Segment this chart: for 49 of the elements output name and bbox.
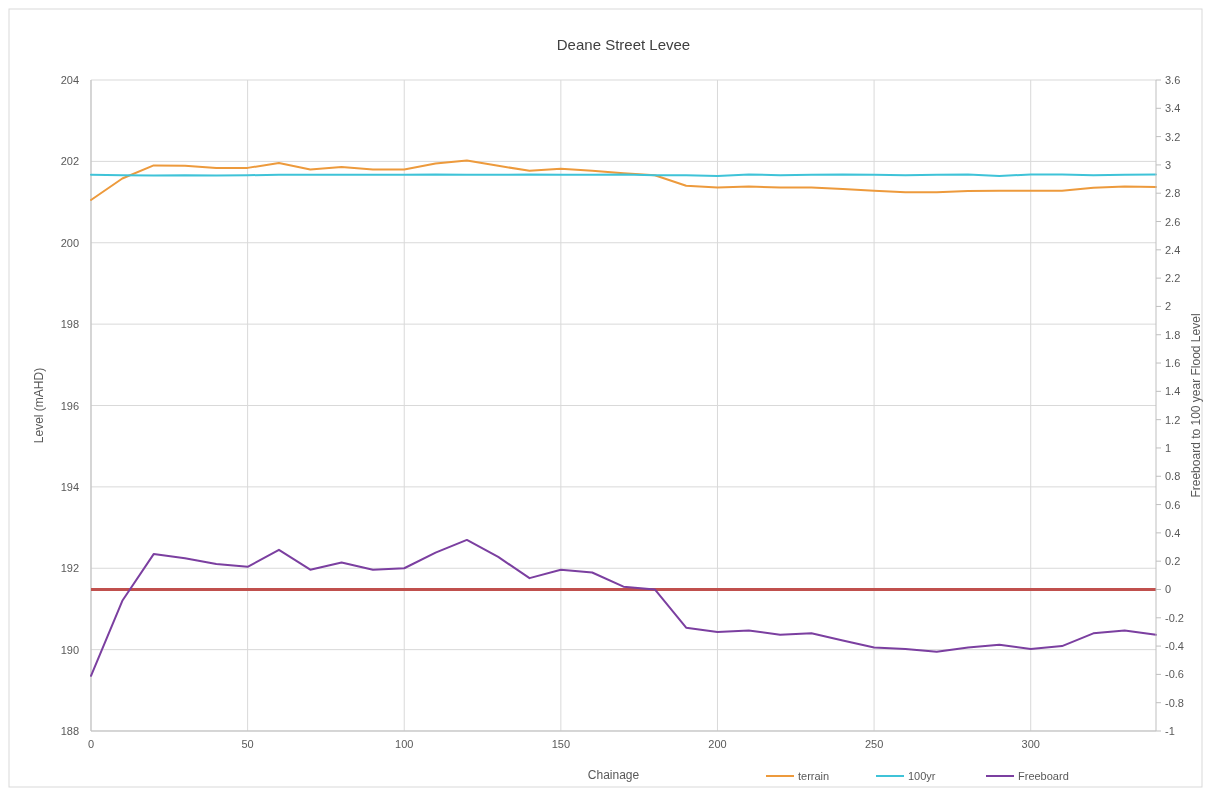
y2-tick-label: 2.2 bbox=[1165, 272, 1181, 285]
y2-tick-label: 0.6 bbox=[1165, 498, 1181, 511]
x-tick-label: 50 bbox=[241, 738, 254, 750]
legend-label: Freeboard bbox=[1018, 770, 1069, 782]
y-tick-label: 200 bbox=[60, 236, 79, 249]
y-tick-label: 202 bbox=[60, 155, 79, 168]
y2-tick-label: 0 bbox=[1165, 583, 1172, 596]
x-tick-label: 150 bbox=[551, 738, 571, 750]
x-tick-label: 300 bbox=[1021, 738, 1040, 750]
y2-tick-label: -0.2 bbox=[1165, 611, 1184, 624]
y2-tick-label: 2 bbox=[1165, 300, 1172, 313]
y2-tick-label: -1 bbox=[1165, 725, 1175, 737]
legend-label: terrain bbox=[798, 770, 830, 782]
y-tick-label: 192 bbox=[60, 562, 79, 575]
y-tick-label: 196 bbox=[60, 399, 79, 412]
line-series bbox=[90, 538, 1157, 677]
y2-tick-label: 3.4 bbox=[1165, 102, 1181, 115]
y2-tick-label: 0.2 bbox=[1165, 555, 1181, 568]
y2-tick-label: -0.8 bbox=[1165, 696, 1184, 709]
y-tick-label: 194 bbox=[60, 480, 79, 493]
y2-tick-label: 3.6 bbox=[1165, 74, 1181, 86]
y2-tick-label: 1.6 bbox=[1165, 357, 1181, 370]
y2-tick-label: 1.8 bbox=[1165, 328, 1181, 341]
y-tick-label: 204 bbox=[60, 74, 79, 86]
y-axis-title: Level (mAHD) bbox=[32, 367, 46, 444]
y2-tick-label: 2.4 bbox=[1165, 243, 1181, 256]
y-tick-label: 190 bbox=[60, 643, 79, 656]
y2-axis-title: Freeboard to 100 year Flood Level bbox=[1189, 313, 1203, 498]
y2-tick-label: 2.6 bbox=[1165, 215, 1181, 228]
y2-tick-label: 3 bbox=[1165, 158, 1172, 171]
y2-tick-label: 0.4 bbox=[1165, 526, 1181, 539]
chart-title: Deane Street Levee bbox=[556, 36, 691, 53]
x-tick-label: 200 bbox=[708, 738, 727, 750]
x-tick-label: 0 bbox=[87, 738, 95, 750]
y2-tick-label: 1 bbox=[1165, 441, 1172, 454]
y2-tick-label: 0.8 bbox=[1165, 470, 1181, 483]
x-tick-label: 250 bbox=[864, 738, 884, 750]
x-tick-label: 100 bbox=[395, 738, 414, 750]
y2-tick-label: -0.6 bbox=[1165, 668, 1184, 681]
legend-label: 100yr bbox=[908, 770, 936, 782]
y-tick-label: 188 bbox=[60, 725, 79, 737]
x-axis-title: Chainage bbox=[587, 768, 640, 782]
y2-tick-label: -0.4 bbox=[1165, 640, 1184, 653]
y2-tick-label: 3.2 bbox=[1165, 130, 1181, 143]
y2-tick-label: 1.2 bbox=[1165, 413, 1181, 426]
y2-tick-label: 2.8 bbox=[1165, 187, 1181, 200]
y2-tick-label: 1.4 bbox=[1165, 385, 1181, 398]
y-tick-label: 198 bbox=[60, 318, 79, 331]
line-series bbox=[90, 159, 1157, 202]
